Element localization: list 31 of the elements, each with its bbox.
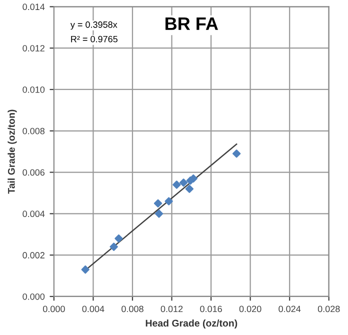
y-tick-label: 0.002 xyxy=(22,252,44,258)
y-tick-label: 0.004 xyxy=(22,210,45,218)
x-tick-label: 0.008 xyxy=(122,306,144,312)
y-tick-label: 0.008 xyxy=(22,128,45,134)
point xyxy=(154,199,162,208)
point xyxy=(154,210,164,218)
x-axis-title: Head Grade (oz/ton) xyxy=(146,319,238,329)
x-tick-label: 0.004 xyxy=(82,306,104,312)
x-tick-label: 0.024 xyxy=(278,306,301,312)
x-tick-label: 0.020 xyxy=(239,306,262,312)
annotation: y = 0.3958x xyxy=(70,21,118,30)
y-tick-label: 0.010 xyxy=(22,86,45,93)
point xyxy=(110,242,118,251)
point xyxy=(114,234,123,243)
y-tick-label: 0.000 xyxy=(22,293,45,300)
point xyxy=(81,265,90,274)
x-tick-label: 0.012 xyxy=(160,306,183,312)
x-tick-label: 0.028 xyxy=(318,306,340,312)
chart-title: BR FA xyxy=(166,18,218,30)
x-tick-label: 0.016 xyxy=(200,306,222,312)
y-tick-label: 0.014 xyxy=(22,4,45,10)
x-tick-label: 0.000 xyxy=(43,306,65,312)
point xyxy=(185,184,194,193)
point xyxy=(172,180,181,189)
point xyxy=(164,197,173,206)
y-axis-title: Tail Grade (oz/ton) xyxy=(8,110,17,194)
y-tick-label: 0.006 xyxy=(22,169,45,176)
annotation: R² = 0.9765 xyxy=(71,36,118,42)
point xyxy=(179,178,188,187)
y-tick-label: 0.012 xyxy=(22,45,44,52)
point xyxy=(232,150,241,158)
